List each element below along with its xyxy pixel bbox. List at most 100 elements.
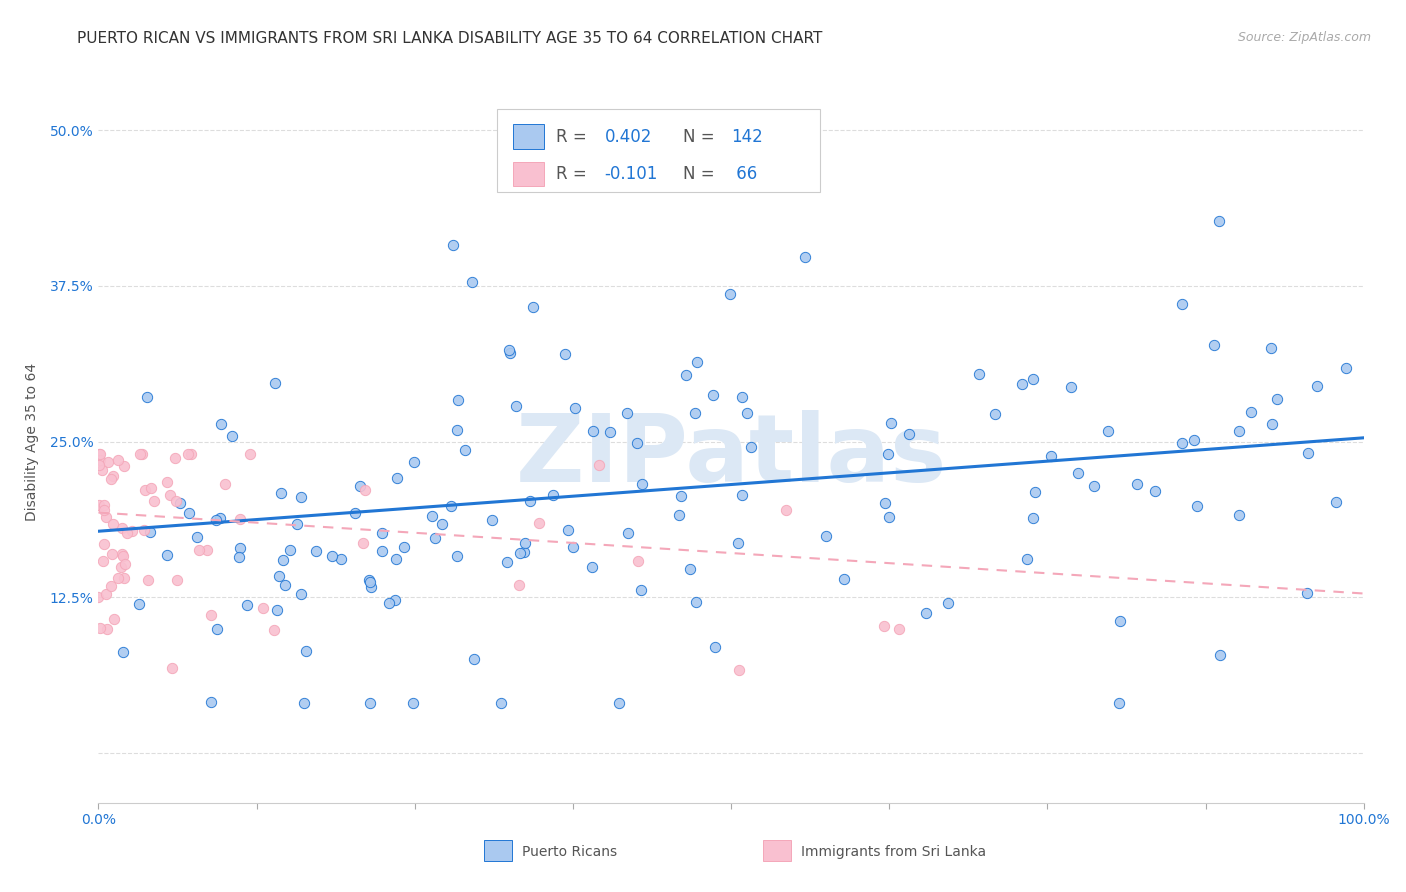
Point: [359, 696, 381, 710]
Text: R =: R =: [557, 128, 592, 145]
Point: [512, 545, 534, 559]
Point: [394, 541, 416, 555]
Text: 0.402: 0.402: [605, 128, 652, 145]
Point: [814, 529, 837, 543]
Point: [187, 543, 209, 558]
Point: [305, 544, 328, 558]
Point: [200, 607, 222, 622]
Point: [132, 523, 155, 537]
Point: [385, 552, 408, 566]
Point: [588, 458, 610, 472]
Point: [162, 661, 184, 675]
Point: [111, 547, 134, 561]
Point: [87, 590, 110, 604]
Point: [1260, 417, 1282, 432]
Point: [877, 447, 900, 461]
Point: [557, 524, 579, 538]
Point: [107, 452, 129, 467]
Point: [481, 513, 503, 527]
Point: [599, 425, 621, 440]
Point: [423, 532, 446, 546]
Point: [402, 455, 425, 469]
Point: [1170, 296, 1192, 310]
Point: [228, 550, 250, 565]
Point: [89, 621, 111, 635]
Point: [432, 516, 454, 531]
Point: [720, 286, 742, 301]
Point: [121, 524, 143, 539]
Point: [616, 406, 638, 420]
Point: [728, 663, 751, 677]
Point: [229, 512, 252, 526]
Text: ZIPatlas: ZIPatlas: [516, 410, 946, 502]
Point: [616, 525, 638, 540]
FancyBboxPatch shape: [513, 161, 544, 186]
Point: [936, 595, 959, 609]
Point: [879, 417, 901, 431]
Point: [214, 477, 236, 491]
Point: [274, 578, 297, 592]
Text: 142: 142: [731, 128, 763, 145]
Point: [702, 388, 724, 402]
Point: [271, 553, 294, 567]
Point: [775, 503, 797, 517]
Point: [285, 516, 308, 531]
Point: [204, 513, 226, 527]
Point: [90, 463, 112, 477]
Point: [609, 696, 631, 710]
Point: [360, 580, 382, 594]
Point: [505, 399, 527, 413]
Point: [290, 587, 312, 601]
Point: [101, 469, 124, 483]
Point: [221, 429, 243, 443]
Point: [89, 447, 111, 461]
Point: [89, 447, 111, 461]
Point: [703, 640, 725, 655]
Point: [731, 390, 754, 404]
Point: [209, 417, 232, 431]
Point: [1126, 477, 1149, 491]
Point: [731, 488, 754, 502]
Point: [498, 343, 520, 357]
Point: [117, 526, 139, 541]
Point: [239, 447, 262, 461]
Point: [898, 426, 921, 441]
Point: [93, 498, 115, 512]
Point: [208, 511, 231, 525]
Point: [740, 440, 762, 454]
Point: [1324, 495, 1347, 509]
Point: [344, 506, 367, 520]
Point: [794, 250, 817, 264]
Point: [263, 624, 285, 638]
Point: [131, 447, 153, 461]
Point: [1109, 614, 1132, 628]
Point: [513, 535, 536, 549]
Text: Immigrants from Sri Lanka: Immigrants from Sri Lanka: [801, 846, 986, 859]
Point: [1240, 405, 1263, 419]
Point: [321, 549, 343, 563]
Point: [683, 406, 706, 420]
Point: [581, 560, 603, 574]
Point: [446, 549, 468, 563]
Point: [136, 573, 159, 587]
Point: [1108, 696, 1130, 710]
Point: [370, 525, 392, 540]
Point: [159, 488, 181, 502]
Point: [236, 598, 259, 612]
Point: [156, 475, 179, 490]
Point: [561, 541, 583, 555]
Point: [984, 407, 1007, 421]
Point: [447, 392, 470, 407]
Point: [1067, 466, 1090, 480]
Point: [385, 471, 408, 485]
Point: [1097, 424, 1119, 438]
Point: [446, 423, 468, 437]
Point: [186, 530, 208, 544]
Point: [1208, 214, 1230, 228]
Point: [353, 483, 375, 497]
Text: R =: R =: [557, 165, 592, 183]
Point: [499, 346, 522, 360]
Point: [384, 593, 406, 607]
Point: [489, 696, 512, 710]
Point: [205, 622, 228, 636]
